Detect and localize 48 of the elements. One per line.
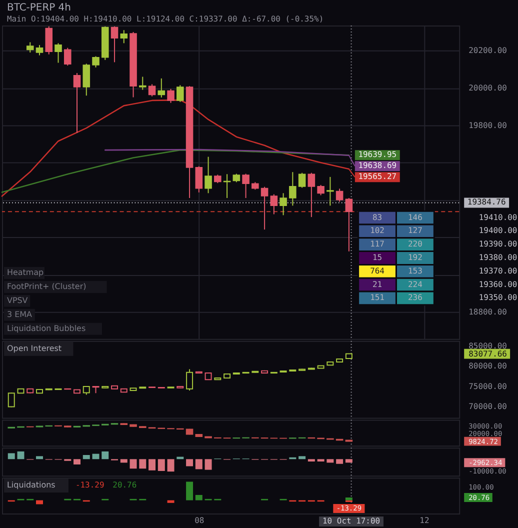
chart-title: Liquidations <box>6 480 56 490</box>
data-label: 15 <box>372 253 382 262</box>
annotation: Liquidation Bubbles <box>6 324 86 333</box>
y-tick-label: 20200.00 <box>468 46 508 56</box>
y-tick-label: 19360.00 <box>478 280 518 289</box>
data-label: 236 <box>408 293 423 302</box>
y-tick-label: 19380.00 <box>478 253 518 262</box>
ref-line-label: 19384.76 <box>467 198 506 207</box>
data-label: 127 <box>408 226 423 236</box>
data-label: 153 <box>408 266 423 276</box>
y-tick-label: 19400.00 <box>478 226 518 236</box>
data-label: 224 <box>408 280 423 289</box>
ref-line-label: 10 Oct 17:00 <box>322 516 380 526</box>
y-tick-label: 75000.00 <box>468 382 508 391</box>
y-tick-label: 19410.00 <box>478 212 518 222</box>
x-tick-label: 12 <box>420 516 430 525</box>
data-label: 21 <box>372 280 382 289</box>
data-label: 151 <box>370 293 385 302</box>
data-label: 83 <box>372 212 382 222</box>
chart-title: Open Interest <box>6 344 62 353</box>
y-tick-label: 18800.00 <box>468 307 508 316</box>
y-tick-label: 85000.00 <box>468 342 508 351</box>
annotation: 3 EMA <box>6 310 32 319</box>
data-label: 146 <box>408 212 423 222</box>
annotation: 20.76 <box>112 480 137 490</box>
data-label: 19639.95 <box>358 150 397 160</box>
chart-subtitle: Main O:19404.00 H:19410.00 L:19124.00 C:19337.00 Δ:-67.00 (-0.35%) <box>6 14 324 24</box>
y-tick-label: 20000.00 <box>468 83 508 92</box>
data-label: 117 <box>370 240 385 249</box>
annotation: FootPrint+ (Cluster) <box>6 282 86 291</box>
data-label: 220 <box>408 240 423 249</box>
y-tick-label: 70000.00 <box>468 402 508 411</box>
annotation: VPSV <box>6 296 28 305</box>
data-label: 19565.27 <box>358 172 397 182</box>
y-tick-label: 19370.00 <box>478 266 518 276</box>
data-label: 192 <box>408 253 423 262</box>
data-label: 102 <box>370 226 385 236</box>
annotation: Heatmap <box>6 268 44 277</box>
y-tick-label: 19800.00 <box>468 120 508 130</box>
y-tick-label: 19390.00 <box>478 240 518 249</box>
data-label: 19638.69 <box>358 161 397 170</box>
data-label: 764 <box>370 266 385 276</box>
y-tick-label: 83077.66 <box>468 349 508 358</box>
y-tick-label: 80000.00 <box>468 362 508 371</box>
y-tick-label: 19350.00 <box>478 293 518 302</box>
x-tick-label: 08 <box>194 516 204 525</box>
annotation: -13.29 <box>75 480 104 490</box>
chart-title: BTC-PERP 4h <box>6 2 71 14</box>
